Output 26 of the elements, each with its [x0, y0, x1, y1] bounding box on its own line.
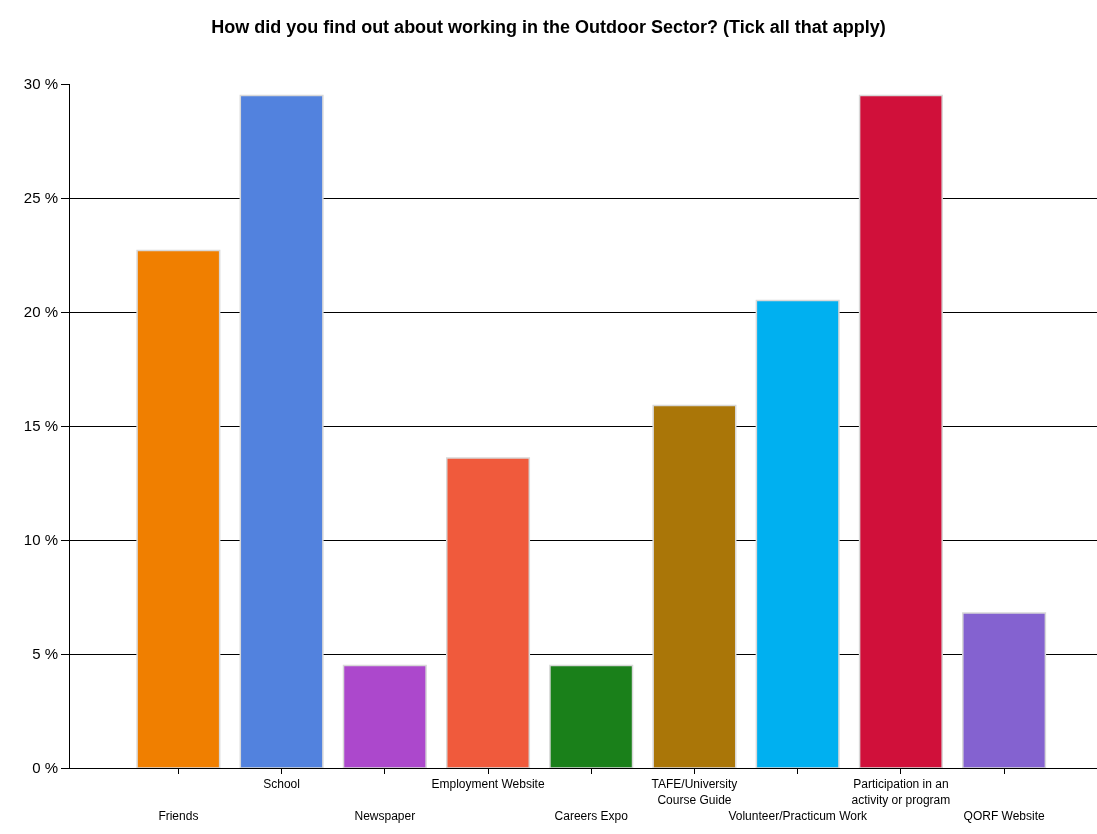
x-tick-label: Newspaper — [354, 808, 416, 823]
x-tick-label: School — [263, 777, 300, 792]
bar — [239, 94, 324, 768]
bar — [342, 664, 427, 768]
x-tick-label: Careers Expo — [554, 808, 629, 823]
x-tick-label: QORF Website — [963, 808, 1045, 823]
y-tick-label: 20 % — [23, 303, 58, 321]
y-tick-label: 30 % — [23, 75, 58, 93]
y-tick-label: 5 % — [32, 645, 58, 663]
x-tick-label: Participation in an activity or program — [851, 777, 951, 807]
x-tick-label: Friends — [158, 808, 199, 823]
chart-title: How did you find out about working in the Outdoor Sector? (Tick all that apply) — [211, 17, 886, 38]
y-tick-label: 25 % — [23, 189, 58, 207]
x-tick-label: Volunteer/Practicum Work — [728, 808, 868, 823]
bar — [445, 457, 531, 768]
bar — [549, 664, 634, 768]
x-tick-label: Employment Website — [431, 777, 545, 792]
bar — [755, 299, 840, 768]
bar — [858, 94, 943, 768]
bar — [652, 404, 737, 768]
y-tick-label: 0 % — [32, 759, 58, 777]
bar — [962, 612, 1047, 768]
bar — [136, 249, 221, 768]
x-tick-label: TAFE/University Course Guide — [651, 777, 738, 807]
y-tick-label: 15 % — [23, 417, 58, 435]
y-tick-label: 10 % — [23, 531, 58, 549]
